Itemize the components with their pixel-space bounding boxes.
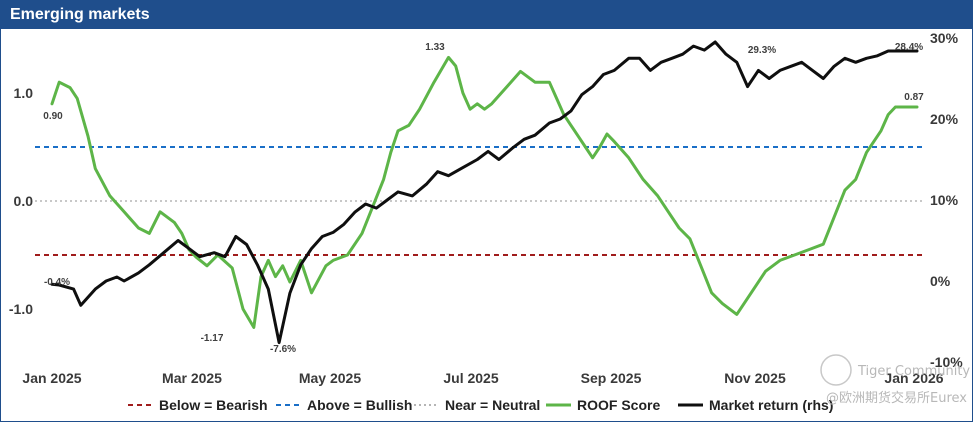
x-tick-label: Nov 2025 <box>724 370 786 386</box>
x-tick-label: Jan 2026 <box>884 370 943 386</box>
y-left-tick-label: -1.0 <box>9 301 33 317</box>
market-return-line <box>50 40 919 345</box>
data-label: 0.87 <box>904 92 924 103</box>
y-right-tick-label: 0% <box>930 273 951 289</box>
legend-label: Near = Neutral <box>445 397 540 413</box>
y-right-tick-label: 30% <box>930 30 959 46</box>
x-tick-label: Jul 2025 <box>443 370 498 386</box>
y-right-tick-label: 10% <box>930 192 959 208</box>
legend-label: ROOF Score <box>577 397 660 413</box>
watermark-logo-text: Tiger Community <box>857 364 970 379</box>
reference-lines <box>35 146 922 256</box>
x-tick-label: Sep 2025 <box>581 370 642 386</box>
data-label: -7.6% <box>270 344 296 355</box>
data-label: 28.4% <box>895 42 923 53</box>
tiger-logo-icon <box>820 354 852 386</box>
y-left-tick-label: 1.0 <box>14 85 34 101</box>
series-lines <box>50 40 919 345</box>
chart-title: Emerging markets <box>10 6 150 23</box>
legend-label: Market return (rhs) <box>709 397 833 413</box>
x-tick-label: Jan 2025 <box>22 370 81 386</box>
legend-label: Below = Bearish <box>159 397 268 413</box>
legend-label: Above = Bullish <box>307 397 412 413</box>
data-label: 0.90 <box>43 111 63 122</box>
y-right-tick-label: -10% <box>930 354 963 370</box>
title-bar: Emerging markets <box>1 1 972 29</box>
x-tick-label: Mar 2025 <box>162 370 222 386</box>
data-label: -1.17 <box>201 333 224 344</box>
data-label: 29.3% <box>748 45 776 56</box>
roof-score-line <box>50 55 919 329</box>
data-label: 1.33 <box>425 42 445 53</box>
data-label: -0.4% <box>44 277 70 288</box>
axis-ticks: Jan 2025 Mar 2025 May 2025 Jul 2025 Sep 2025… <box>9 30 963 386</box>
y-right-tick-label: 20% <box>930 111 959 127</box>
watermark: Tiger Community @欧洲期货交易所Eurex <box>820 354 970 406</box>
legend: Below = Bearish Above = Bullish Near = Neu… <box>128 397 833 413</box>
watermark-source-text: @欧洲期货交易所Eurex <box>826 390 967 406</box>
x-tick-label: May 2025 <box>299 370 361 386</box>
y-left-tick-label: 0.0 <box>14 193 34 209</box>
annotations: 0.90 -0.4% -1.17 -7.6% 1.33 29.3% 28.4% 0.87 <box>43 42 924 355</box>
